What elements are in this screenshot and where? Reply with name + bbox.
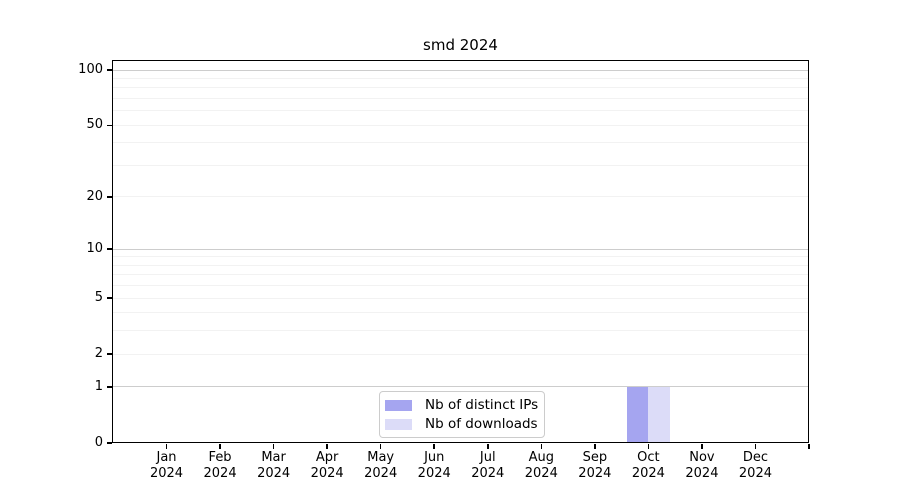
x-tick-year: 2024 [417, 466, 451, 481]
x-tick-mark [379, 444, 382, 449]
x-tick-label: Jun 2024 [399, 450, 469, 482]
y-tick-label: 2 [94, 346, 103, 362]
gridline-minor [113, 77, 809, 79]
legend: Nb of distinct IPs Nb of downloads [379, 391, 545, 438]
gridline-minor [113, 264, 809, 266]
y-tick-label: 5 [94, 290, 103, 306]
gridline-minor [113, 297, 809, 299]
y-tick-label: 10 [86, 241, 103, 257]
y-tick-mark [106, 297, 112, 299]
x-tick-label: Mar 2024 [239, 450, 309, 482]
x-tick-month: May [367, 450, 395, 465]
y-tick-mark [106, 353, 112, 355]
x-tick-label: Sep 2024 [560, 450, 630, 482]
x-tick-year: 2024 [738, 466, 772, 481]
x-tick-year: 2024 [631, 466, 665, 481]
x-tick-mark [165, 444, 168, 449]
gridline-minor [113, 312, 809, 314]
x-tick-label: Jul 2024 [453, 450, 523, 482]
x-tick-mark [219, 444, 221, 449]
x-tick-mark [647, 444, 650, 449]
x-tick-label: Nov 2024 [667, 450, 737, 482]
y-tick-mark [106, 248, 112, 250]
x-tick-mark [487, 444, 489, 449]
x-tick-year: 2024 [471, 466, 505, 481]
x-tick-year: 2024 [364, 466, 398, 481]
x-tick-month: Jan [156, 450, 177, 465]
gridline-minor [113, 165, 809, 166]
x-tick-month: Jul [479, 450, 496, 465]
x-tick-mark [594, 444, 596, 449]
gridline-minor [113, 110, 809, 112]
gridline-minor [113, 285, 809, 287]
x-tick-month: Jun [424, 450, 445, 465]
x-tick-label: May 2024 [346, 450, 416, 482]
gridline-major [113, 248, 809, 250]
gridline-minor [113, 87, 809, 89]
x-tick-month: Sep [582, 450, 608, 465]
y-tick-label: 0 [94, 435, 103, 450]
x-tick-mark [272, 444, 275, 449]
x-tick-label: Dec 2024 [720, 450, 790, 482]
y-tick-mark [106, 196, 112, 198]
y-tick-mark [106, 386, 112, 388]
y-tick-mark [106, 442, 112, 444]
gridline-major [113, 386, 809, 388]
x-tick-mark [540, 444, 543, 449]
x-tick-month: Dec [742, 450, 769, 465]
legend-label-distinct-ips: Nb of distinct IPs [425, 397, 539, 413]
x-tick-label: Oct 2024 [613, 450, 683, 482]
y-tick-label: 1 [94, 378, 103, 394]
legend-swatch-distinct-ips [385, 399, 412, 411]
x-tick-mark [326, 444, 328, 449]
gridline-minor [113, 98, 809, 100]
gridline-minor [113, 274, 809, 276]
x-tick-mark [808, 444, 810, 449]
x-tick-year: 2024 [203, 466, 237, 481]
x-tick-mark [433, 444, 435, 449]
x-tick-month: Feb [208, 450, 232, 465]
x-tick-year: 2024 [578, 466, 612, 481]
gridline-minor [113, 353, 809, 355]
y-tick-label: 20 [86, 188, 103, 204]
x-tick-mark [754, 444, 757, 449]
bar-downloads-oct [648, 386, 670, 443]
x-tick-year: 2024 [310, 466, 344, 481]
x-tick-label: Jan 2024 [132, 450, 202, 482]
x-tick-month: Aug [528, 450, 554, 465]
gridline-minor [113, 196, 809, 198]
legend-item-distinct-ips: Nb of distinct IPs [385, 397, 539, 413]
x-tick-year: 2024 [257, 466, 291, 481]
legend-swatch-downloads [385, 418, 412, 430]
y-tick-label: 100 [78, 62, 103, 78]
x-tick-month: Mar [261, 450, 286, 465]
gridline-minor [113, 330, 809, 332]
y-tick-mark [106, 124, 112, 127]
x-tick-month: Nov [689, 450, 715, 465]
x-tick-year: 2024 [149, 466, 184, 481]
x-tick-month: Apr [315, 450, 339, 465]
gridline-minor [113, 142, 809, 144]
gridline-minor [113, 124, 809, 126]
x-tick-month: Oct [637, 450, 660, 465]
gridline-major [113, 69, 809, 71]
legend-item-downloads: Nb of downloads [385, 416, 538, 432]
chart-title: smd 2024 [423, 36, 498, 54]
legend-label-downloads: Nb of downloads [425, 416, 538, 432]
x-tick-year: 2024 [685, 466, 719, 481]
x-tick-label: Aug 2024 [506, 450, 576, 482]
x-tick-label: Feb 2024 [185, 450, 255, 482]
y-tick-mark [106, 69, 112, 71]
x-tick-label: Apr 2024 [292, 450, 362, 482]
x-tick-year: 2024 [524, 466, 558, 481]
gridline-minor [113, 256, 809, 258]
bar-distinct-ips-oct [626, 386, 649, 443]
x-tick-mark [701, 444, 703, 449]
y-tick-label: 50 [86, 117, 103, 133]
